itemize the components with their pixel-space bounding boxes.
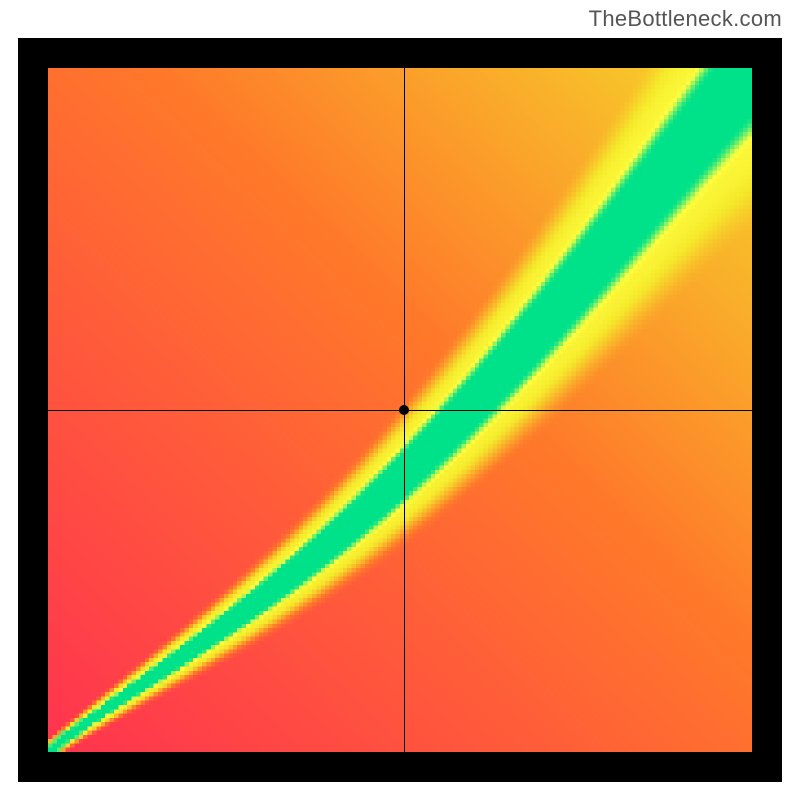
- plot-frame: [18, 38, 782, 782]
- watermark-text: TheBottleneck.com: [589, 6, 782, 32]
- marker-dot: [399, 405, 409, 415]
- page-root: TheBottleneck.com: [0, 0, 800, 800]
